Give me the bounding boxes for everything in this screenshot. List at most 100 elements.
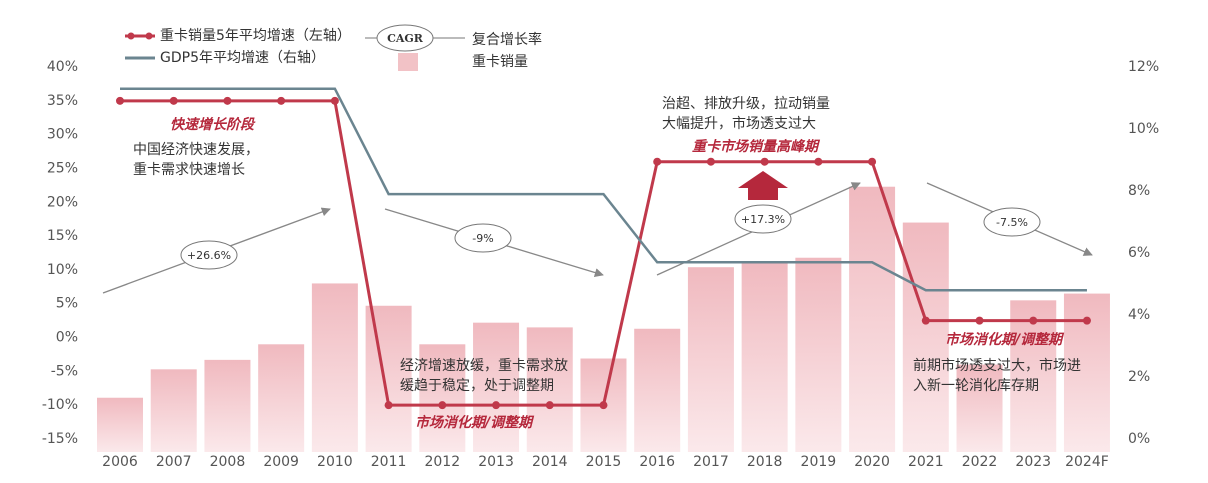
x-tick-label: 2012 — [424, 454, 460, 470]
legend-point — [145, 32, 153, 40]
line-point — [169, 96, 178, 105]
line-point — [330, 96, 339, 105]
cagr-label: -7.5% — [996, 216, 1028, 229]
y-tick-label: 40% — [47, 59, 78, 75]
line-point — [868, 157, 877, 166]
line-point — [116, 96, 124, 105]
y-tick-label: 35% — [47, 93, 78, 109]
cagr-badge — [454, 223, 512, 253]
bar — [365, 305, 412, 452]
x-tick-label: 2024F — [1065, 454, 1109, 470]
bar — [741, 262, 788, 452]
y-tick-label: 5% — [56, 296, 78, 312]
line-point — [760, 157, 769, 166]
x-tick-label: 2023 — [1015, 454, 1051, 470]
line-point — [921, 316, 930, 325]
line-point — [1082, 316, 1091, 325]
x-tick-label: 2006 — [102, 454, 138, 470]
bar — [687, 267, 734, 452]
cagr-label: -9% — [472, 232, 493, 245]
x-tick-label: 2017 — [693, 454, 729, 470]
annotation: 经济增速放缓，重卡需求放 — [400, 358, 568, 374]
line-point — [492, 401, 501, 410]
x-tick-label: 2011 — [371, 454, 407, 470]
cagr-badge — [734, 204, 792, 234]
annotation: 治超、排放升级，拉动销量 — [662, 96, 830, 112]
x-tick-label: 2014 — [532, 454, 568, 470]
x-tick-label: 2008 — [210, 454, 246, 470]
cagr-badge — [983, 207, 1041, 237]
y-tick-label: 0% — [56, 330, 78, 346]
line-point — [599, 401, 608, 410]
y-tick-label: -15% — [42, 431, 78, 447]
y2-tick-label: 0% — [1128, 431, 1150, 447]
legend-label: 重卡销量 — [472, 54, 528, 70]
line-point — [975, 316, 984, 325]
annotation: 重卡需求快速增长 — [133, 162, 245, 178]
line-point — [653, 157, 662, 166]
annotation: 大幅提升，市场透支过大 — [662, 115, 816, 132]
legend-label: GDP5年平均增速（右轴） — [160, 50, 325, 66]
bar — [849, 186, 896, 452]
line-point — [545, 401, 554, 410]
x-tick-label: 2010 — [317, 454, 353, 470]
x-tick-label: 2022 — [962, 454, 998, 470]
x-tick-label: 2009 — [263, 454, 299, 470]
bar — [902, 222, 949, 452]
cagr-badge — [180, 240, 238, 270]
line-point — [277, 96, 286, 105]
legend-swatch — [398, 53, 418, 71]
line-point — [438, 401, 447, 410]
bar — [204, 359, 251, 452]
phase-label: 重卡市场销量高峰期 — [692, 138, 821, 155]
cagr-label: +26.6% — [187, 249, 231, 262]
y-tick-label: 10% — [47, 262, 78, 278]
line-point — [706, 157, 715, 166]
bar — [150, 369, 197, 452]
phase-label: 市场消化期/调整期 — [415, 414, 535, 431]
cagr-label: +17.3% — [741, 213, 785, 226]
y-tick-label: -10% — [42, 397, 78, 413]
y2-tick-label: 12% — [1128, 59, 1159, 75]
annotation: 中国经济快速发展， — [133, 142, 259, 158]
bar — [634, 328, 681, 452]
bar — [311, 283, 358, 452]
x-tick-label: 2021 — [908, 454, 944, 470]
phase-label: 市场消化期/调整期 — [945, 331, 1065, 348]
line — [120, 87, 1087, 292]
y-tick-label: -5% — [51, 363, 78, 379]
y-tick-label: 15% — [47, 228, 78, 244]
x-tick-label: 2007 — [156, 454, 192, 470]
x-tick-label: 2015 — [586, 454, 622, 470]
legend-point — [127, 32, 135, 40]
annotation: 缓趋于稳定，处于调整期 — [400, 378, 554, 394]
bar — [258, 344, 305, 452]
y2-tick-label: 6% — [1128, 245, 1150, 261]
bar — [795, 257, 842, 452]
bar — [419, 344, 466, 452]
legend-label: 复合增长率 — [472, 31, 542, 48]
x-tick-label: 2016 — [639, 454, 675, 470]
y-tick-label: 25% — [47, 160, 78, 176]
legend-badge — [376, 24, 434, 52]
x-tick-label: 2020 — [854, 454, 890, 470]
bar — [473, 322, 520, 452]
legend-label: 重卡销量5年平均增速（左轴） — [160, 28, 351, 44]
y-tick-label: 30% — [47, 127, 78, 143]
annotation: 入新一轮消化库存期 — [913, 378, 1039, 394]
legend-badge-text: CAGR — [387, 32, 424, 45]
y-tick-label: 20% — [47, 194, 78, 210]
y2-tick-label: 10% — [1128, 121, 1159, 137]
line-point — [1029, 316, 1038, 325]
bar — [1010, 300, 1057, 452]
line-point — [223, 96, 232, 105]
up-arrow — [738, 171, 788, 200]
x-tick-label: 2013 — [478, 454, 514, 470]
bar — [956, 364, 1003, 452]
y2-tick-label: 2% — [1128, 369, 1150, 385]
y2-tick-label: 8% — [1128, 183, 1150, 199]
line-point — [384, 401, 393, 410]
phase-label: 快速增长阶段 — [170, 116, 256, 133]
x-tick-label: 2018 — [747, 454, 783, 470]
